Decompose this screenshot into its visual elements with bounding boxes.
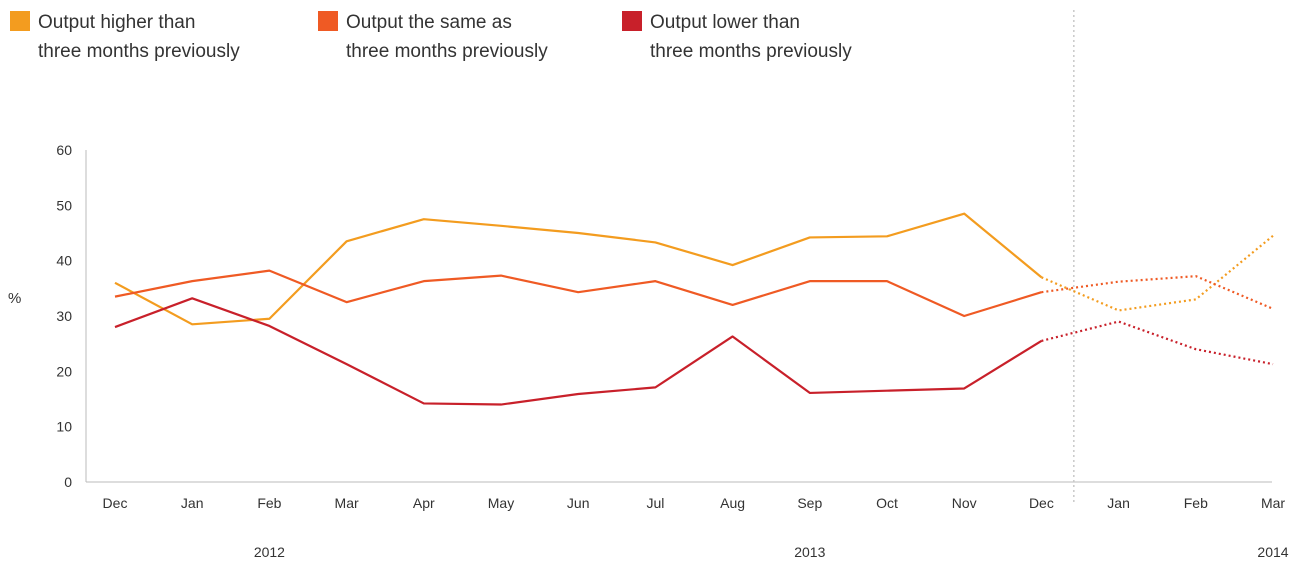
x-tick-label: Jan xyxy=(1107,495,1130,511)
y-tick-label: 30 xyxy=(56,308,72,324)
x-tick-label: Sep xyxy=(797,495,822,511)
series-forecast-line-1 xyxy=(1041,275,1274,310)
legend-label-same: Output the same as three months previous… xyxy=(346,12,548,62)
y-tick-label: 20 xyxy=(56,363,72,379)
x-tick-label: Jan xyxy=(181,495,204,511)
x-tick-label: Jul xyxy=(646,495,664,511)
y-tick-label: 10 xyxy=(56,419,72,435)
y-axis-label: % xyxy=(8,290,21,307)
x-tick-label: Mar xyxy=(335,495,359,511)
legend-swatch-same xyxy=(318,11,338,31)
legend-label-higher: Output higher than three months previous… xyxy=(38,12,240,62)
x-tick-label: Dec xyxy=(1029,495,1054,511)
y-tick-label: 0 xyxy=(64,474,72,490)
series-forecast-line-2 xyxy=(1041,320,1274,366)
chart-legend: Output higher than three months previous… xyxy=(10,8,1010,78)
x-tick-label: Nov xyxy=(952,495,977,511)
x-tick-label: Feb xyxy=(1184,495,1208,511)
year-label: 2014 xyxy=(1257,544,1288,560)
year-label: 2013 xyxy=(794,544,825,560)
y-tick-label: 40 xyxy=(56,253,72,269)
x-tick-label: Dec xyxy=(103,495,128,511)
x-tick-label: Aug xyxy=(720,495,745,511)
x-tick-label: Feb xyxy=(257,495,281,511)
legend-label-lower: Output lower than three months previousl… xyxy=(650,12,852,62)
x-tick-label: Apr xyxy=(413,495,435,511)
legend-swatch-lower xyxy=(622,11,642,31)
series-line-1 xyxy=(114,269,1042,318)
series-line-2 xyxy=(114,297,1042,406)
y-tick-label: 50 xyxy=(56,197,72,213)
x-tick-label: Mar xyxy=(1261,495,1285,511)
series-line-0 xyxy=(114,212,1043,326)
year-label: 2012 xyxy=(254,544,285,560)
x-tick-label: May xyxy=(488,495,514,511)
y-tick-label: 60 xyxy=(56,142,72,158)
x-tick-label: Jun xyxy=(567,495,590,511)
series-forecast-line-0 xyxy=(1040,234,1274,312)
x-tick-label: Oct xyxy=(876,495,898,511)
legend-swatch-higher xyxy=(10,11,30,31)
